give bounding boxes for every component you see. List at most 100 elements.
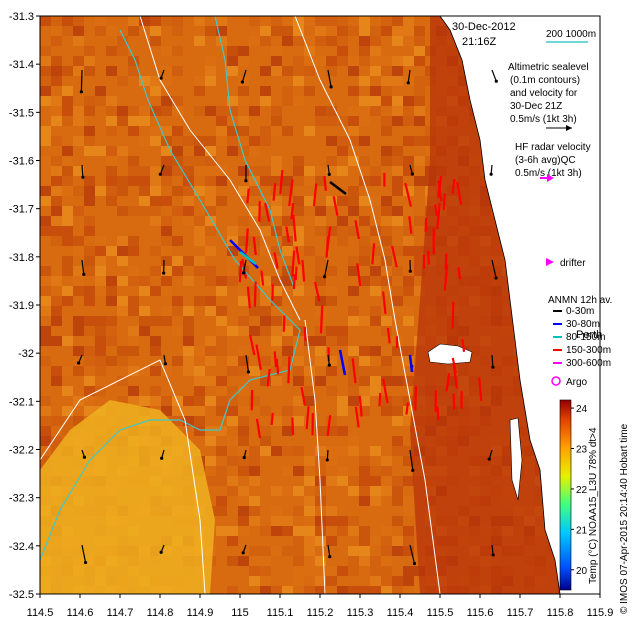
altimetry-legend: Altimetric sealevel (0.1m contours) and … [508, 62, 589, 131]
y-tick-label: -31.4 [9, 59, 34, 71]
hf-radar-vector [244, 228, 249, 254]
x-tick-label: 115.6 [467, 607, 494, 619]
altimetry-vector [327, 354, 330, 366]
header-time: 21:16Z [462, 36, 497, 48]
hf-radar-vector [478, 377, 483, 401]
altimetry-vector-head [82, 455, 87, 459]
hf-radar-vector [255, 344, 262, 370]
contour-200m [40, 29, 301, 561]
hf-radar-vector [356, 263, 362, 287]
y-tick-label: -31.8 [9, 252, 34, 264]
y-tick-label: -32.4 [9, 541, 34, 553]
altimetry-vector-head [327, 172, 331, 176]
hf-radar-vector [427, 251, 430, 265]
altimetry-vector [81, 259, 85, 275]
x-tick-label: 115.8 [547, 607, 574, 619]
anmn-legend-label: 0-30m [566, 306, 594, 317]
altimetry-vector-head [77, 361, 81, 365]
altimetry-vector [407, 69, 411, 83]
contour-1000m-b [40, 359, 206, 594]
hf-radar-vector [404, 182, 412, 207]
hf-radar-legend-line-3: 0.5m/s (1kt 3h) [515, 168, 582, 179]
y-tick-label: -32 [18, 348, 34, 360]
altimetry-vector [491, 544, 494, 555]
argo-marker [551, 376, 561, 386]
hf-radar-vector [272, 183, 277, 201]
hf-radar-vector [442, 193, 446, 211]
hf-radar-vector [408, 216, 413, 234]
altimetry-vector [409, 449, 414, 471]
altimetry-vector-head [79, 90, 83, 94]
contour-1000m-a [139, 16, 301, 321]
hf-radar-vector [354, 220, 360, 240]
hf-radar-vector [452, 364, 459, 389]
hf-radar-vector [292, 274, 296, 290]
x-tick-label: 115.7 [507, 607, 534, 619]
y-tick-label: -32.2 [9, 445, 34, 457]
hf-radar-vector [313, 281, 321, 302]
altimetry-vector [327, 69, 332, 87]
y-tick-label: -31.6 [9, 156, 34, 168]
hf-radar-vector [436, 203, 441, 230]
hf-radar-vector [295, 246, 301, 265]
y-tick-label: -32.1 [9, 396, 34, 408]
x-tick-label: 114.5 [27, 607, 54, 619]
altimetry-vector-head [242, 456, 246, 460]
place-label-perth: Perth [576, 329, 602, 341]
hf-radar-vector [434, 204, 439, 216]
altimetry-vector [241, 69, 247, 83]
cool-patch [40, 400, 215, 594]
altimetry-vector [491, 69, 497, 82]
altimetry-vector [409, 544, 416, 564]
hf-radar-vector [451, 301, 455, 329]
hf-radar-vector [332, 196, 339, 216]
anmn-legend-label: 30-80m [566, 319, 600, 330]
altimetry-vector-head [158, 172, 162, 176]
colorbar [559, 399, 572, 591]
altimetry-vector-head [244, 179, 248, 183]
altimetry-legend-line-3: and velocity for [510, 88, 578, 99]
hf-radar-vector [456, 181, 463, 205]
contour-200m-inner [214, 16, 296, 291]
hf-radar-vector [414, 386, 418, 411]
altimetry-vector [491, 259, 497, 279]
altimetry-vector-head [81, 175, 85, 179]
hf-radar-vector [382, 378, 389, 404]
credit: © IMOS 07-Apr-2015 20:14:40 Hobart time [619, 423, 630, 614]
hf-radar-vector [323, 176, 327, 191]
hf-radar-vectors [238, 170, 483, 439]
hf-radar-vector [444, 253, 448, 270]
colorbar-ticks: 24 23 22 21 20 [571, 404, 588, 577]
coastline [439, 16, 561, 594]
hf-radar-vector [300, 386, 306, 406]
y-tick-label: -31.7 [9, 204, 34, 216]
hf-radar-vector [279, 170, 284, 195]
hf-radar-vector [275, 358, 280, 375]
altimetry-vectors [77, 69, 498, 566]
hf-radar-vector [351, 358, 357, 384]
y-tick-label: -31.3 [9, 11, 34, 23]
altimetry-legend-line-1: Altimetric sealevel [508, 62, 589, 73]
y-tick-label: -31.5 [9, 107, 34, 119]
x-tick-label: 115.4 [387, 607, 414, 619]
anmn-legend-label: 300-600m [566, 358, 611, 369]
hf-radar-vector [452, 393, 456, 410]
hf-radar-vector [291, 417, 295, 435]
altimetry-vector-head [491, 365, 495, 369]
hf-radar-vector [303, 326, 307, 341]
contour-1000m-c [294, 16, 441, 594]
hf-radar-vector [326, 415, 332, 436]
altimetry-vector-head [487, 457, 491, 461]
hf-radar-vector [273, 351, 278, 368]
hf-radar-legend: HF radar velocity (3-6h avg)QC 0.5m/s (1… [515, 142, 591, 182]
hf-radar-vector [378, 392, 382, 407]
altimetry-legend-line-5: 0.5m/s (1kt 3h) [510, 114, 577, 125]
altimetry-vector-head [410, 172, 414, 176]
hf-radar-vector [288, 179, 294, 207]
x-tick-label: 114.9 [187, 607, 214, 619]
hf-radar-vector [282, 315, 286, 332]
header-date: 30-Dec-2012 [452, 21, 516, 33]
altimetry-vector-head [329, 85, 333, 89]
colorbar-tick-label: 23 [576, 445, 588, 456]
